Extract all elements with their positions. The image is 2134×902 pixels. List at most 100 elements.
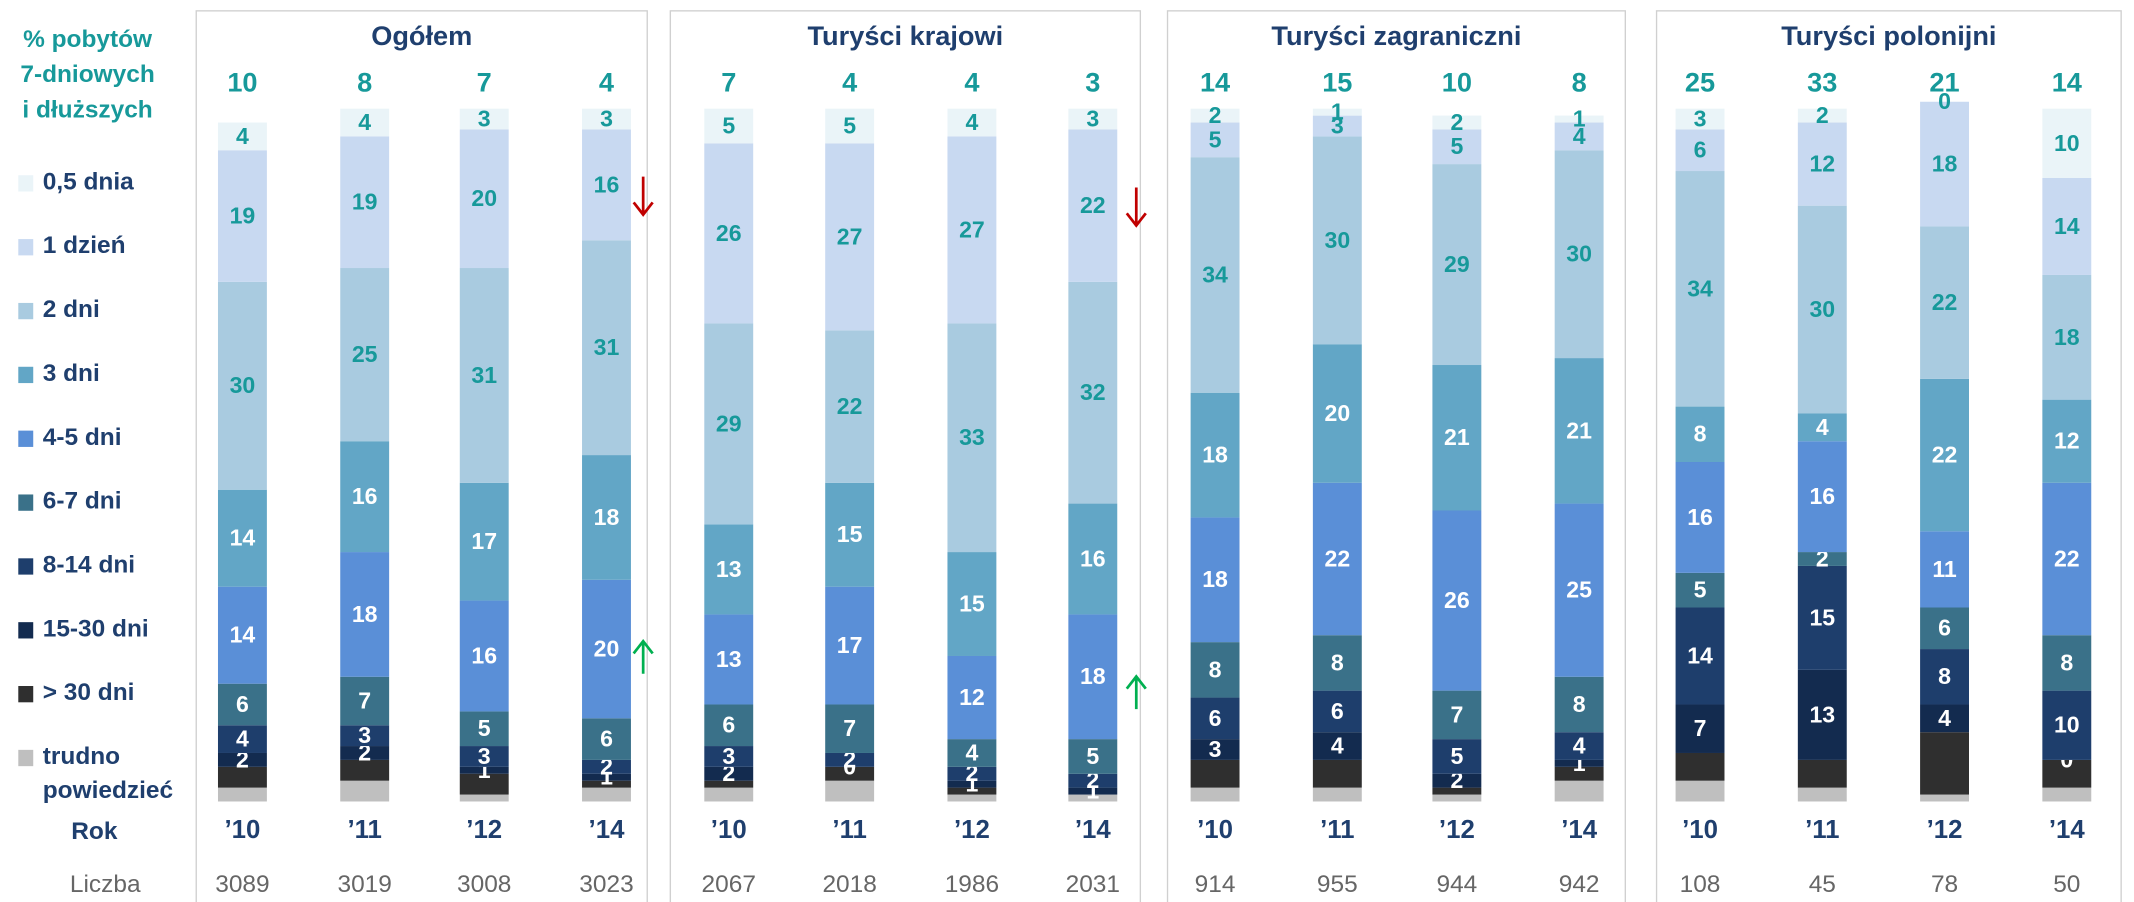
segment-label: 4: [236, 726, 249, 752]
bar-segment: [459, 794, 509, 802]
bar-segment: [1554, 759, 1604, 767]
bar-segment: [582, 759, 631, 774]
bar-segment: [1068, 108, 1118, 130]
count-value: 942: [1559, 871, 1600, 898]
long-stay-value: 3: [1085, 66, 1100, 97]
bar-segment: [1190, 517, 1240, 643]
bar-segment: [825, 752, 875, 767]
year-label: ’14: [1075, 816, 1112, 844]
segment-label: 19: [352, 189, 378, 215]
segment-label: 8: [1331, 649, 1344, 675]
bar-segment: [2042, 274, 2092, 400]
bar-segment: [1554, 150, 1604, 359]
row-label: Rok: [71, 818, 118, 845]
segment-label: 16: [471, 642, 497, 668]
segment-label: 5: [1450, 743, 1463, 769]
segment-label: 14: [230, 525, 256, 551]
segment-label: 13: [716, 556, 742, 582]
segment-label: 4: [965, 739, 978, 765]
bar-segment: [825, 482, 875, 587]
panel-title: Turyści krajowi: [807, 20, 1003, 51]
bar-segment: [1554, 122, 1604, 151]
bar-segment: [1797, 108, 1847, 123]
bar-segment: [1190, 108, 1240, 123]
bar-segment: [217, 586, 267, 684]
segment-label: 1: [1573, 106, 1586, 132]
segment-label: 31: [594, 334, 620, 360]
bar-segment: [340, 136, 390, 269]
bar-segment: [1554, 766, 1604, 781]
segment-label: 5: [1086, 743, 1099, 769]
bar-segment: [1554, 115, 1604, 123]
segment-label: 5: [1209, 126, 1222, 152]
segment-label: 15: [837, 521, 863, 547]
panel-title: Turyści polonijni: [1781, 20, 1996, 51]
bar-segment: [2042, 690, 2092, 760]
bar-segment: [459, 268, 509, 483]
bar-segment: [947, 552, 997, 656]
segment-label: 13: [716, 646, 742, 672]
bar-segment: [1432, 787, 1482, 795]
bar-segment: [340, 759, 390, 781]
legend-swatch: [18, 175, 34, 192]
long-stay-value: 14: [1200, 66, 1230, 97]
bar-segment: [2042, 482, 2092, 636]
long-stay-value: 10: [227, 66, 257, 97]
segment-label: 3: [478, 743, 491, 769]
bar-segment: [1068, 503, 1118, 615]
bar-segment: [459, 773, 509, 795]
segment-label: 8: [1573, 691, 1586, 717]
bar-segment: [2042, 108, 2092, 178]
segment-label: 6: [600, 726, 613, 752]
count-value: 3089: [215, 871, 269, 898]
year-label: ’12: [466, 816, 502, 844]
up-arrow: [632, 638, 654, 674]
segment-label: 2: [1209, 102, 1222, 128]
bar-segment: [1432, 773, 1482, 788]
segment-label: 5: [722, 112, 735, 138]
bar-segment: [1675, 607, 1725, 705]
bar-segment: [704, 108, 754, 144]
segment-label: 17: [837, 632, 863, 658]
long-stay-value: 4: [599, 66, 614, 97]
bar-segment: [825, 704, 875, 753]
year-label: ’12: [1927, 816, 1963, 844]
bar-segment: [1675, 572, 1725, 608]
bar-segment: [825, 766, 875, 781]
segment-label: 5: [843, 112, 856, 138]
bar-segment: [582, 455, 631, 580]
count-value: 78: [1931, 871, 1958, 898]
segment-label: 4: [236, 123, 249, 149]
bar-segment: [1797, 205, 1847, 414]
down-arrow: [632, 176, 654, 217]
bar-segment: [2042, 787, 2092, 802]
bar-segment: [704, 323, 754, 525]
bar-segment: [217, 787, 267, 802]
legend-swatch: [18, 430, 34, 447]
bar-segment: [217, 752, 267, 767]
count-value: 1986: [945, 871, 999, 898]
bar-segment: [582, 108, 631, 130]
bar-segment: [340, 268, 390, 442]
bar-segment: [1675, 704, 1725, 753]
segment-label: 6: [1938, 615, 1951, 641]
segment-label: 4: [1816, 414, 1829, 440]
long-stay-value: 4: [842, 66, 857, 97]
bar-segment: [1554, 503, 1604, 677]
bar-segment: [1312, 108, 1362, 116]
long-stay-value: 8: [1572, 66, 1587, 97]
bar-segment: [1920, 704, 1969, 733]
segment-label: 14: [2054, 213, 2080, 239]
count-value: 2067: [702, 871, 756, 898]
bar-segment: [340, 746, 390, 760]
panel-frame: [669, 10, 1142, 902]
year-label: ’11: [347, 816, 381, 844]
segment-label: 14: [230, 622, 256, 648]
segment-label: 27: [837, 223, 863, 249]
segment-label: 31: [471, 362, 497, 388]
segment-label: 18: [1080, 663, 1106, 689]
segment-label: 4: [1573, 733, 1586, 759]
segment-label: 7: [843, 715, 856, 741]
segment-label: 18: [1202, 442, 1228, 468]
